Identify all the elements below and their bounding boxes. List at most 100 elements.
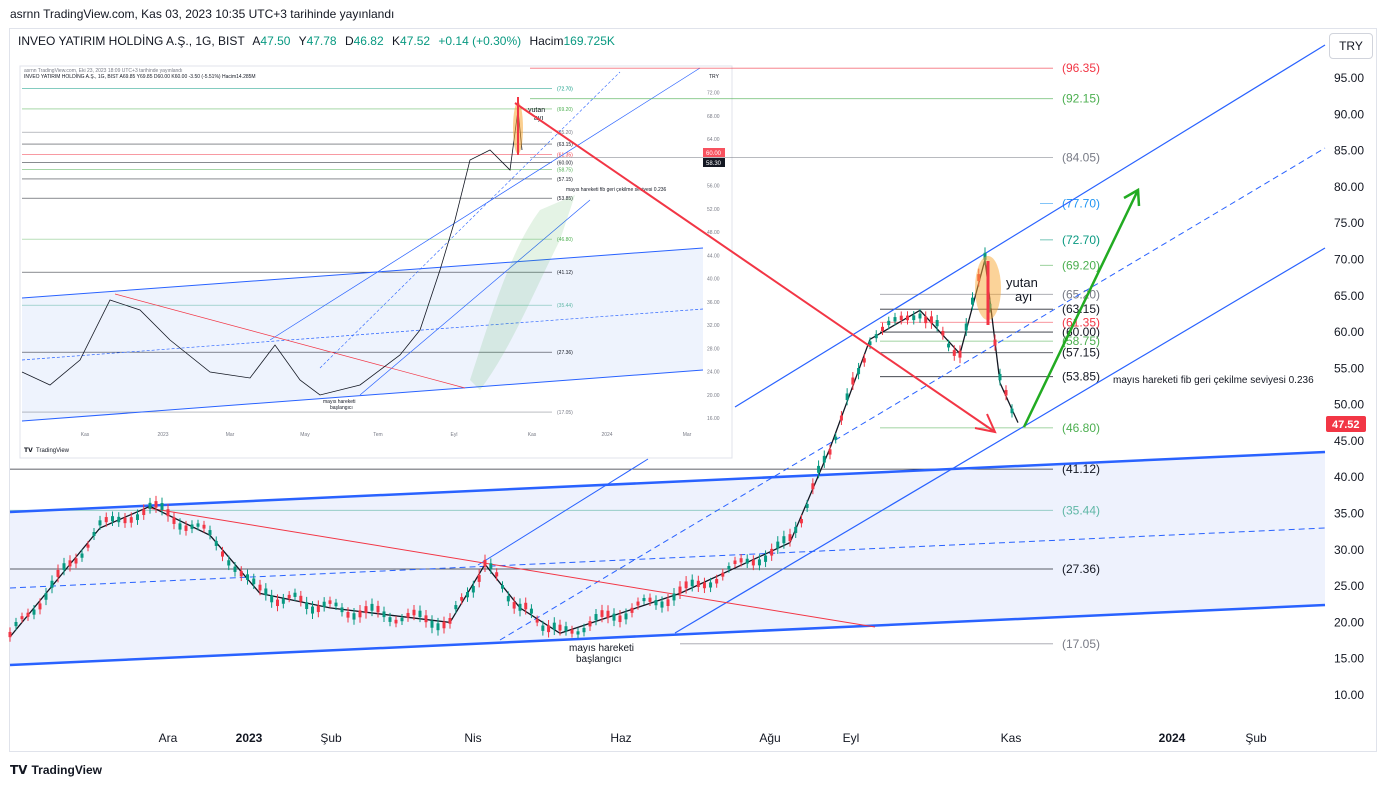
inset-level-2: (65.20) (557, 130, 573, 136)
candle-body (805, 503, 809, 508)
candle-body (142, 509, 146, 516)
close-value: 47.52 (400, 34, 431, 48)
candle-body (958, 350, 962, 358)
candle-body (202, 524, 206, 529)
price-tick-12: 35.00 (1334, 507, 1364, 521)
candle-body (648, 597, 652, 602)
ayi-label: ayı (1015, 289, 1032, 304)
low-label: D (344, 34, 354, 48)
candle-body (684, 581, 688, 589)
candle-body (460, 597, 464, 601)
fib-label-17: (17.05) (1062, 637, 1100, 651)
candle-body (845, 393, 849, 400)
channel-upper (9, 450, 1326, 514)
inset-price-tick-8: 40.00 (707, 277, 720, 283)
fib-label-5: (69.20) (1062, 258, 1100, 272)
fib-levels: (96.35) (92.15) (84.05) (77.70) (72.70) (69.2… (10, 61, 1100, 651)
candle-body (935, 320, 939, 327)
candle-body (654, 600, 658, 606)
last-price-badge: 47.52 (1332, 419, 1360, 431)
symbol-name: INVEO YATIRIM HOLDİNG A.Ş., 1G, BIST (18, 34, 245, 48)
last-price-badge-bg (1326, 416, 1366, 432)
price-tick-2: 85.00 (1334, 144, 1364, 158)
candle-body (111, 516, 114, 522)
inset-level-8: (53.85) (557, 196, 573, 202)
candle-body (26, 612, 30, 617)
time-tick-6: Eyl (843, 731, 860, 745)
inset-logo-text: TradingView (36, 448, 70, 454)
published-line: asrnn TradingView.com, Kas 03, 2023 10:3… (10, 7, 395, 21)
inset-level-12: (27.36) (557, 350, 573, 356)
candle-body (293, 592, 297, 597)
inset-price-tick-2: 64.00 (707, 137, 720, 143)
open-value: 47.50 (260, 34, 291, 48)
inset-up-channel-1 (269, 67, 701, 341)
price-tick-16: 15.00 (1334, 652, 1364, 666)
candle-body (148, 502, 152, 509)
candle-body (370, 603, 374, 611)
price-tick-14: 25.00 (1334, 579, 1364, 593)
time-tick-5: Ağu (759, 731, 780, 745)
candle-body (745, 558, 749, 564)
candle-body (68, 560, 72, 567)
candle-body (136, 514, 139, 521)
candle-body (696, 580, 700, 587)
inset-time-tick-4: Tem (373, 432, 382, 438)
candle-body (624, 613, 628, 620)
inset-time-tick-3: May (300, 432, 310, 438)
fib-label-0: (96.35) (1062, 61, 1100, 75)
inset-logo: 𝗧𝗩 (24, 448, 33, 454)
inset-time-tick-6: Kas (528, 432, 537, 438)
price-tick-11: 40.00 (1334, 470, 1364, 484)
time-tick-2: Şub (320, 731, 342, 745)
candle-body (739, 558, 743, 563)
candle-body (612, 613, 616, 621)
up-channel-bottom (674, 247, 1326, 634)
candle-body (221, 551, 224, 557)
high-value: 47.78 (306, 34, 337, 48)
inset-level-4: (61.35) (557, 153, 573, 159)
candle-body (358, 610, 362, 618)
inset-cloud (470, 195, 575, 390)
candle-body (352, 613, 356, 620)
inset-price-line (21, 109, 523, 396)
candle-body (62, 563, 66, 570)
inset-start-1: mayıs hareketi (323, 399, 356, 405)
currency-button[interactable]: TRY (1329, 33, 1373, 59)
inset-level-9: (46.80) (557, 237, 573, 243)
candle-body (178, 523, 182, 530)
candle-body (782, 536, 786, 544)
candle-body (518, 603, 522, 611)
candle-body (912, 315, 916, 321)
candle-body (952, 350, 956, 356)
inset-level-1: (69.20) (557, 107, 573, 113)
candle-body (1010, 408, 1014, 414)
inset-time-tick-8: Mar (683, 432, 692, 438)
candle-body (424, 615, 428, 623)
candle-body (394, 619, 398, 624)
candle-body (964, 323, 968, 331)
candle-body (38, 603, 42, 610)
candle-body (98, 520, 102, 526)
candle-body (715, 578, 719, 584)
inset-downtrend (114, 293, 466, 389)
inset-price-tick-6: 48.00 (707, 230, 720, 236)
inset-price-tick-13: 20.00 (707, 393, 720, 399)
candle-body (588, 621, 592, 627)
candle-body (239, 570, 243, 577)
fib-label-2: (84.05) (1062, 150, 1100, 164)
inset-price-tick-1: 68.00 (707, 114, 720, 120)
inset-level-0: (72.70) (557, 87, 573, 93)
tradingview-logo-text: TradingView (31, 763, 102, 777)
candle-body (214, 540, 218, 546)
price-tick-10: 45.00 (1334, 434, 1364, 448)
inset-time-tick-2: Mar (226, 432, 235, 438)
tradingview-logo[interactable]: 𝗧𝗩 TradingView (10, 763, 102, 777)
candle-body (672, 593, 676, 601)
candle-body (8, 631, 12, 638)
candle-body (270, 595, 274, 603)
candle-body (233, 566, 237, 572)
candle-body (618, 615, 622, 623)
candle-body (184, 525, 188, 531)
